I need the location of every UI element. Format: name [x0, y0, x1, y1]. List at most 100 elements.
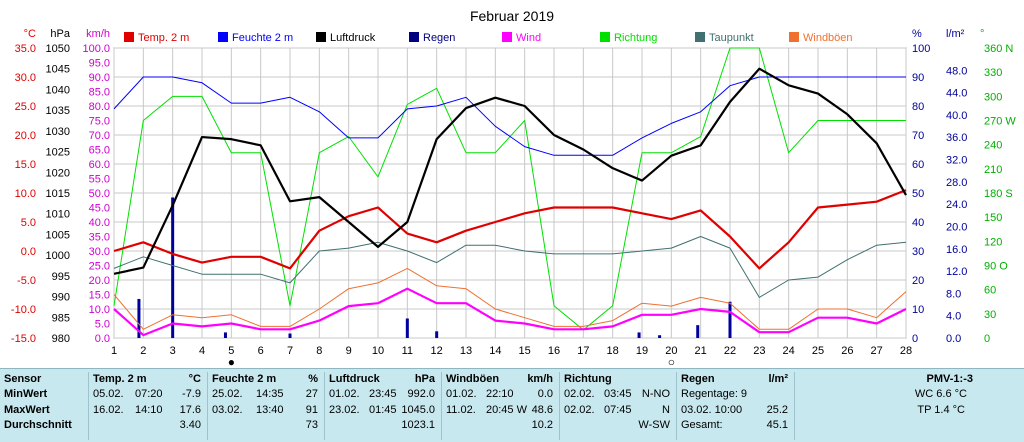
- rain-unit: l/m²: [768, 373, 788, 385]
- rain-bar: [637, 332, 641, 338]
- temp-avg-value: 3.40: [179, 419, 201, 431]
- rain-days: Regentage: 9: [681, 388, 748, 400]
- pressure-avg-value: 1023.1: [401, 419, 435, 431]
- temp-unit: °C: [188, 373, 201, 385]
- rain-tick-label: 20.0: [946, 221, 967, 233]
- pressure-min-value: 992.0: [407, 388, 435, 400]
- wind-tick-label: 95.0: [89, 58, 110, 70]
- pressure-tick-label: 1010: [46, 209, 70, 221]
- direction-avg-value: W-SW: [638, 419, 670, 431]
- direction-tick-label: 90 O: [984, 261, 1008, 273]
- series-line-temp-2-m: [113, 189, 907, 270]
- rain-axis-unit: l/m²: [946, 28, 965, 40]
- rain-total-value: 45.1: [766, 419, 788, 431]
- gusts-max-time: 20:45 W: [486, 403, 527, 416]
- pressure-tick-label: 1035: [46, 105, 70, 117]
- direction-title: Richtung: [564, 373, 612, 385]
- rain-bar: [405, 318, 409, 338]
- wind-tick-label: 65.0: [89, 145, 110, 157]
- gusts-min-value: 0.0: [537, 388, 553, 400]
- rain-bar: [137, 298, 141, 338]
- rain-bar: [658, 335, 662, 338]
- x-tick-label: 11: [402, 345, 413, 357]
- temp-tick-label: 20.0: [15, 130, 36, 142]
- x-tick-label: 18: [607, 345, 619, 357]
- rain-column: Regen l/m² Regentage: 9 03.02. 10:00 25.2 …: [677, 372, 795, 440]
- legend-swatch: [502, 32, 512, 42]
- gusts-title: Windböen: [446, 373, 500, 385]
- wind-tick-label: 5.0: [95, 319, 110, 331]
- pmv-column: PMV-1:-3 WC 6.6 °C TP 1.4 °C: [795, 372, 1023, 440]
- humidity-max-value: 91: [305, 403, 318, 416]
- pmv-wc: WC 6.6 °C: [914, 388, 967, 400]
- pressure-min-time: 23:45: [369, 388, 397, 400]
- humidity-tick-label: 80: [912, 101, 924, 113]
- series-line-wind: [113, 287, 907, 337]
- rain-bar: [435, 331, 439, 338]
- temp-tick-label: -15.0: [11, 333, 36, 345]
- humidity-tick-label: 40: [912, 217, 924, 229]
- x-tick-label: 5: [228, 345, 234, 357]
- direction-tick-label: 360 N: [984, 43, 1013, 55]
- chart-marks: [113, 47, 907, 338]
- rain-tick-label: 48.0: [946, 65, 967, 77]
- x-tick-label: 17: [577, 345, 589, 357]
- pressure-tick-label: 995: [52, 271, 70, 283]
- wind-axis-unit: km/h: [86, 28, 110, 40]
- x-tick-label: 24: [783, 345, 795, 357]
- pressure-tick-label: 1000: [46, 250, 70, 262]
- legend-swatch: [789, 32, 799, 42]
- pressure-unit: hPa: [414, 373, 435, 385]
- humidity-unit: %: [308, 373, 318, 385]
- legend-swatch: [695, 32, 705, 42]
- x-tick-label: 1: [111, 345, 117, 357]
- series-line-luftdruck: [113, 67, 907, 275]
- direction-tick-label: 180 S: [984, 188, 1013, 200]
- humidity-min-time: 14:35: [256, 388, 284, 400]
- pmv-title: PMV-1:-3: [926, 373, 973, 385]
- direction-axis-unit: °: [980, 28, 984, 40]
- wind-tick-label: 80.0: [89, 101, 110, 113]
- x-tick-label: 26: [841, 345, 853, 357]
- gusts-max-value: 48.6: [531, 403, 553, 416]
- wind-tick-label: 85.0: [89, 87, 110, 99]
- legend-swatch: [316, 32, 326, 42]
- direction-max-date: 02.02.: [564, 403, 595, 416]
- pressure-min-date: 01.02.: [329, 388, 360, 400]
- gusts-column: Windböen km/h 01.02. 22:10 0.0 11.02. 20:45 …: [442, 372, 560, 440]
- pressure-column: Luftdruck hPa 01.02. 23:45 992.0 23.02. 01:4…: [325, 372, 442, 440]
- direction-max-value: N: [662, 403, 670, 416]
- wind-tick-label: 15.0: [89, 290, 110, 302]
- rain-tick-label: 12.0: [946, 266, 967, 278]
- wind-tick-label: 75.0: [89, 116, 110, 128]
- rain-bar: [728, 301, 732, 338]
- pressure-max-time: 01:45: [369, 403, 397, 416]
- x-tick-label: 4: [199, 345, 205, 357]
- gusts-min-date: 01.02.: [446, 388, 477, 400]
- x-tick-label: 7: [287, 345, 293, 357]
- wind-tick-label: 90.0: [89, 72, 110, 84]
- chart-legend: Temp. 2 m Feuchte 2 m Luftdruck Regen Wind Ri…: [124, 32, 853, 44]
- direction-tick-label: 240: [984, 140, 1002, 152]
- rain-tick-label: 36.0: [946, 132, 967, 144]
- wind-tick-label: 60.0: [89, 159, 110, 171]
- series-line-richtung: [113, 47, 906, 331]
- direction-column: Richtung 02.02. 03:45 N-NO 02.02. 07:45 N W-…: [560, 372, 677, 440]
- temp-min-time: 07:20: [135, 388, 163, 400]
- direction-tick-label: 30: [984, 309, 996, 321]
- legend-label: Wind: [516, 32, 541, 44]
- x-tick-label: 10: [372, 345, 384, 357]
- direction-tick-label: 120: [984, 236, 1002, 248]
- pressure-tick-label: 1025: [46, 147, 70, 159]
- x-tick-label: 8: [316, 345, 322, 357]
- humidity-min-value: 27: [305, 388, 318, 400]
- pressure-max-date: 23.02.: [329, 403, 360, 416]
- wind-tick-label: 50.0: [89, 188, 110, 200]
- humidity-min-date: 25.02.: [212, 388, 243, 400]
- series-line-feuchte-2-m: [113, 76, 906, 156]
- legend-label: Regen: [423, 32, 455, 44]
- wind-tick-label: 30.0: [89, 246, 110, 258]
- x-tick-label: 6: [258, 345, 264, 357]
- humidity-tick-label: 0: [912, 333, 918, 345]
- x-tick-label: 14: [489, 345, 501, 357]
